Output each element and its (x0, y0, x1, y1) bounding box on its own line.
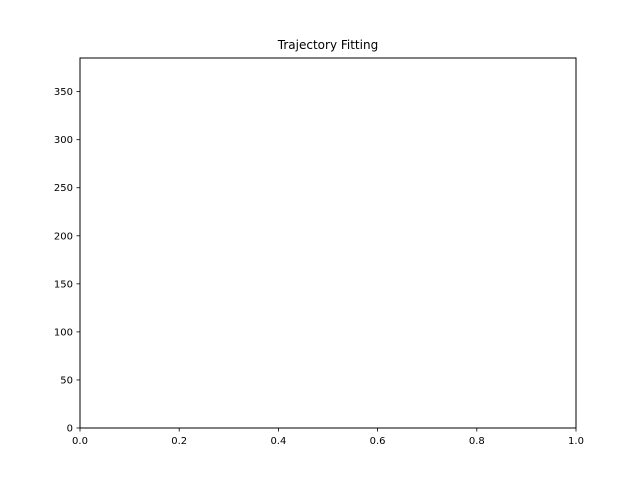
x-tick-label: 0.6 (370, 436, 386, 447)
y-tick-label: 350 (54, 87, 73, 98)
x-tick-label: 0.8 (469, 436, 485, 447)
y-tick-label: 150 (54, 279, 73, 290)
y-tick-label: 200 (54, 231, 73, 242)
y-tick-label: 0 (67, 424, 73, 435)
plot-frame (79, 57, 577, 429)
x-tick-label: 0.0 (72, 436, 88, 447)
plot-area (80, 58, 576, 428)
y-tick-label: 300 (54, 135, 73, 146)
x-tick-label: 0.4 (270, 436, 286, 447)
y-tick-label: 250 (54, 183, 73, 194)
x-tick-label: 1.0 (568, 436, 584, 447)
y-axis: 0 50 100 150 200 250 300 350 (54, 87, 80, 435)
y-tick-label: 50 (60, 375, 73, 386)
chart-title: Trajectory Fitting (277, 38, 378, 52)
y-tick-label: 100 (54, 327, 73, 338)
x-tick-label: 0.2 (171, 436, 187, 447)
x-axis: 0.0 0.2 0.4 0.6 0.8 1.0 (72, 428, 584, 447)
